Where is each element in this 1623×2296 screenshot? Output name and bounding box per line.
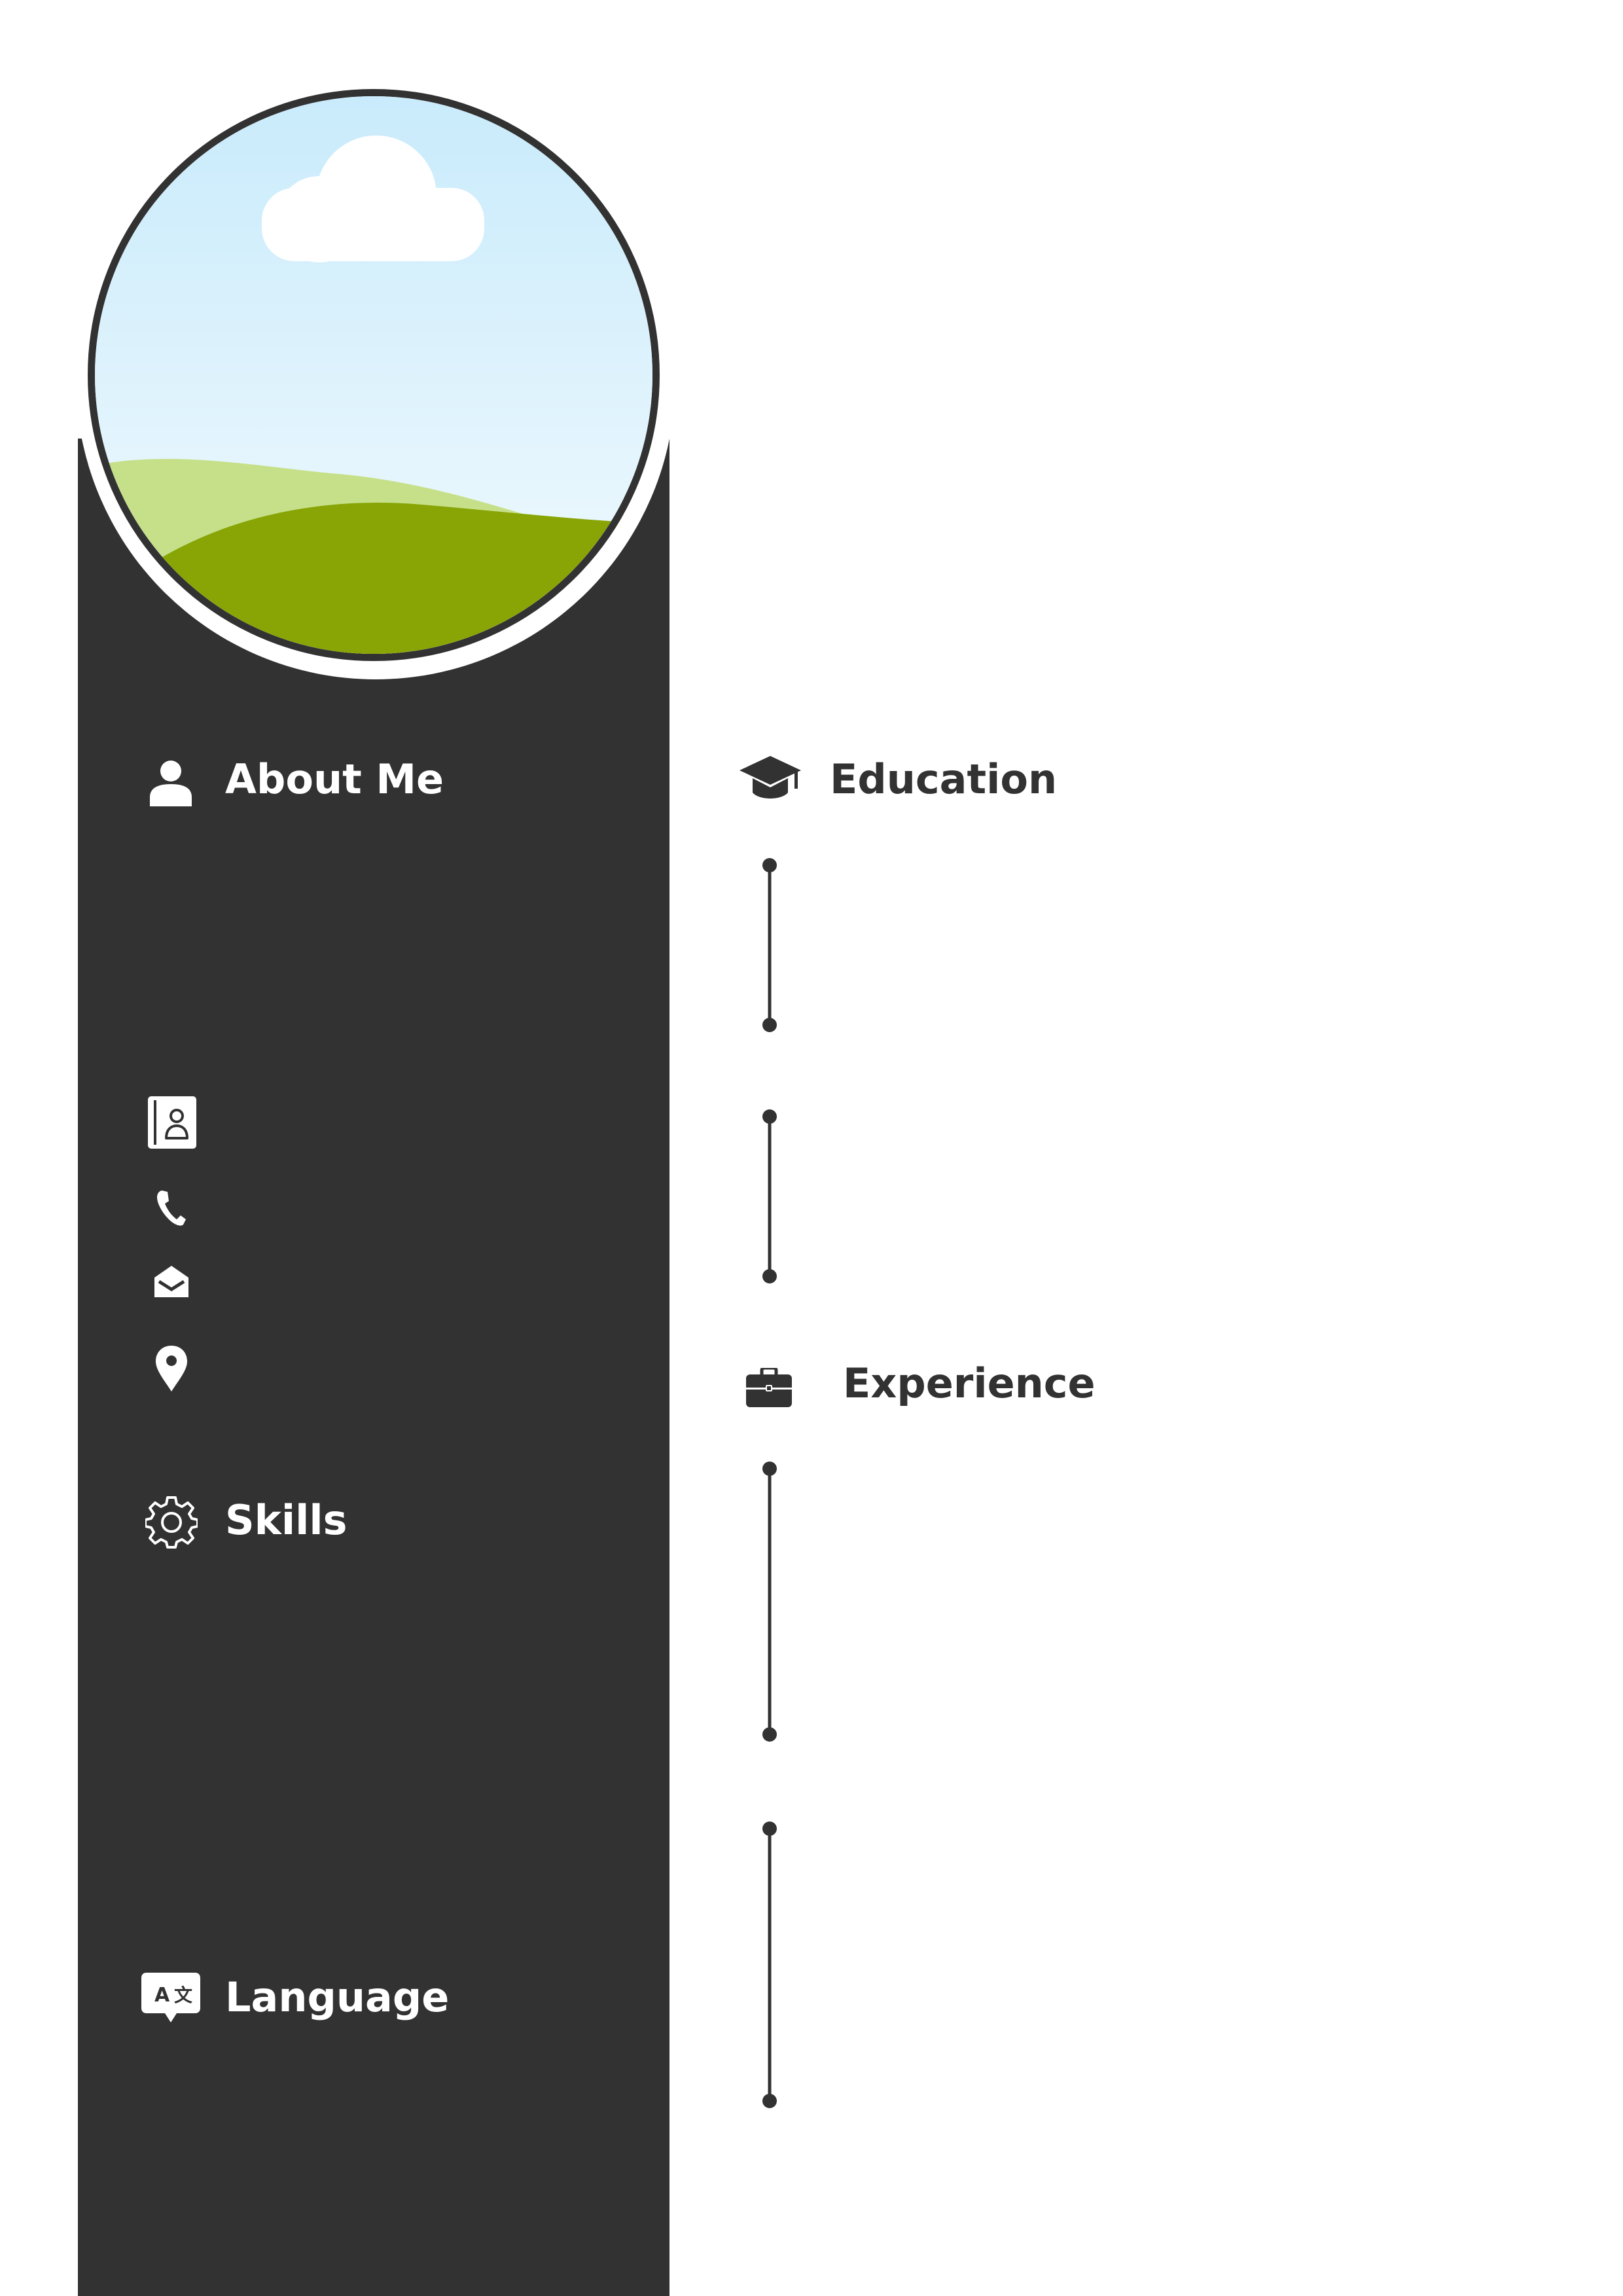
education-timeline-2 — [762, 1109, 777, 1285]
profile-photo-placeholder[interactable] — [88, 89, 660, 661]
svg-text:文: 文 — [174, 1984, 192, 2006]
briefcase-icon — [746, 1368, 792, 1407]
language-heading: Language — [225, 1973, 450, 2021]
user-icon — [147, 759, 194, 806]
experience-heading: Experience — [843, 1359, 1096, 1407]
graduation-cap-icon — [740, 756, 801, 806]
location-pin-icon — [156, 1346, 187, 1391]
education-timeline-1 — [762, 857, 777, 1034]
experience-timeline-1 — [762, 1461, 777, 1742]
translate-icon: A 文 — [141, 1973, 200, 2022]
envelope-icon — [154, 1266, 188, 1297]
education-heading: Education — [830, 755, 1058, 803]
phone-icon — [156, 1189, 186, 1226]
skills-heading: Skills — [225, 1496, 348, 1544]
gear-icon — [145, 1496, 198, 1549]
contact-book-icon — [148, 1096, 196, 1149]
cloud-icon — [262, 135, 484, 262]
experience-timeline-2 — [762, 1821, 777, 2109]
svg-text:A: A — [154, 1984, 170, 2007]
hill-front — [95, 503, 652, 654]
about-me-heading: About Me — [225, 755, 444, 803]
